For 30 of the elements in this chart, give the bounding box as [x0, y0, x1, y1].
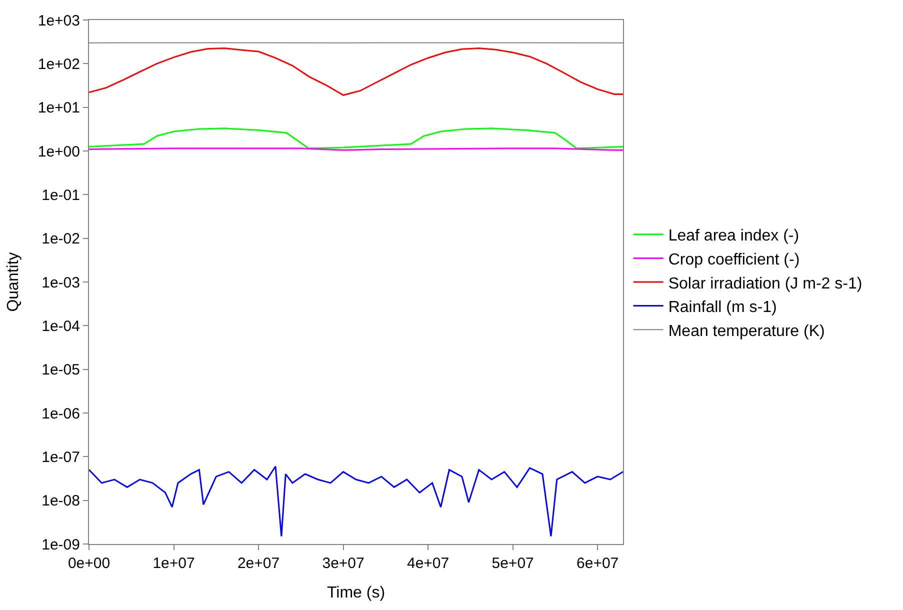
x-tick-label: 1e+07 [152, 555, 195, 572]
x-tick-label: 4e+07 [406, 555, 450, 572]
x-axis-title: Time (s) [326, 584, 386, 602]
y-axis-title: Quantity [4, 252, 22, 312]
legend-label: Mean temperature (K) [668, 322, 825, 340]
y-tick-label: 1e-03 [42, 274, 80, 292]
y-tick-label: 1e-01 [42, 186, 80, 204]
y-tick-label: 1e+02 [38, 56, 80, 73]
y-tick-label: 1e-02 [42, 230, 80, 248]
y-tick-label: 1e-07 [42, 448, 80, 466]
line-series [89, 128, 623, 150]
x-tick-label: 0e+00 [68, 555, 110, 572]
y-tick-label: 1e+01 [38, 100, 80, 117]
legend-label: Leaf area index (-) [668, 228, 800, 245]
x-tick-label: 6e+07 [576, 555, 619, 572]
y-tick-label: 1e-08 [42, 492, 80, 510]
x-tick-label: 3e+07 [322, 555, 364, 572]
x-tick-label: 2e+07 [237, 555, 280, 572]
x-tick-label: 5e+07 [492, 555, 534, 572]
line-series [89, 48, 623, 96]
y-tick-label: 1e-05 [42, 362, 80, 379]
line-series [89, 466, 623, 538]
y-tick-label: 1e-06 [42, 405, 80, 422]
y-tick-label: 1e+00 [38, 143, 80, 160]
legend-label: Crop coefficient (-) [668, 251, 800, 268]
legend-label: Rainfall (m s-1) [668, 299, 777, 316]
legend-label: Solar irradiation (J m-2 s-1) [668, 275, 862, 292]
y-tick-label: 1e-04 [42, 318, 80, 335]
y-tick-label: 1e+03 [38, 12, 80, 30]
y-tick-label: 1e-09 [42, 536, 80, 554]
